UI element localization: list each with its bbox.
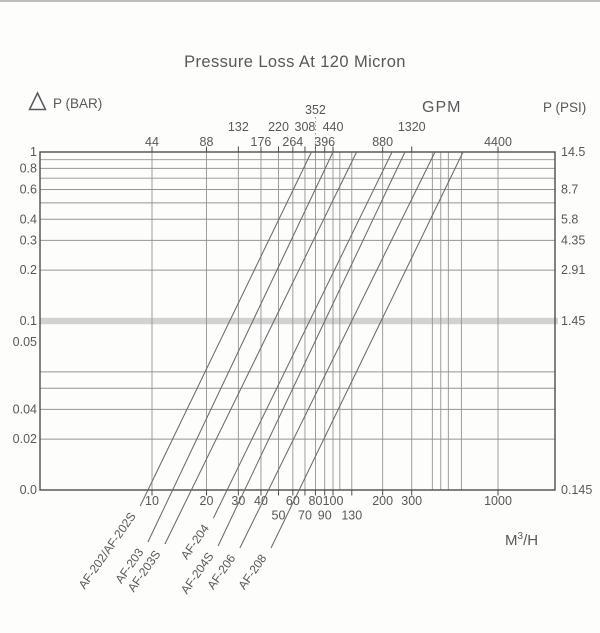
plot-border (39, 151, 556, 491)
psi-tick-label: 8.7 (561, 182, 578, 196)
gpm-tick-label: 308 (295, 120, 316, 134)
bar-tick-label: 0.8 (20, 161, 37, 175)
series-line-af-204 (212, 151, 393, 519)
right-axis-heading: P (PSI) (543, 100, 586, 115)
gpm-tick-label: 220 (268, 120, 289, 134)
psi-tick-label: 2.91 (561, 263, 585, 277)
psi-tick-label: 5.8 (561, 212, 578, 226)
bar-tick-label: 1 (30, 145, 37, 159)
bottom-axis-heading: M3/H (505, 531, 538, 549)
bar-tick-label: 0.4 (20, 212, 37, 226)
bar-tick-label: 0.2 (20, 263, 37, 277)
gpm-tick-label: 352 (305, 103, 326, 117)
bar-tick-label: 0.0 (20, 483, 37, 497)
gpm-tick-label: 440 (323, 120, 344, 134)
series-line-af-202-af-202s (139, 151, 312, 507)
gpm-tick-label: 176 (251, 135, 272, 149)
delta-icon (28, 91, 47, 111)
gpm-tick-label: 880 (372, 135, 393, 149)
psi-tick-label: 1.45 (561, 314, 585, 328)
m3h-tick-label: 90 (318, 509, 332, 523)
m3h-tick-label: 100 (323, 494, 344, 508)
m3h-tick-label: 130 (341, 509, 362, 523)
m3h-tick-label: 300 (401, 494, 422, 508)
psi-tick-label: 14.5 (561, 145, 585, 159)
gpm-tick-label: 4400 (484, 135, 512, 149)
gpm-tick-label: 264 (282, 135, 303, 149)
gpm-tick-label: 132 (228, 120, 249, 134)
series-line-af-204s (217, 151, 406, 547)
series-line-af-203 (147, 151, 334, 543)
m3h-tick-label: 60 (286, 494, 300, 508)
series-line-af-203s (164, 151, 358, 545)
gpm-tick-label: 396 (314, 135, 335, 149)
bar-tick-label: 0.04 (13, 402, 37, 416)
m3h-tick-label: 200 (372, 494, 393, 508)
bar-tick-label: 0.1 (20, 314, 37, 328)
series-label-af-208: AF-208 (235, 551, 269, 592)
m3h-tick-label: 10 (145, 494, 159, 508)
bar-tick-label: 0.3 (20, 233, 37, 247)
m3h-tick-label: 80 (309, 494, 323, 508)
reference-band-0.1bar (40, 317, 558, 325)
series-line-af-208 (270, 151, 464, 549)
bar-tick-label: 0.02 (13, 432, 37, 446)
m3h-tick-label: 20 (200, 494, 214, 508)
psi-tick-label: 0.145 (561, 483, 592, 497)
m3h-tick-label: 1000 (484, 494, 512, 508)
left-axis-heading: P (BAR) (53, 96, 102, 111)
gpm-tick-label: 88 (200, 135, 214, 149)
m3h-tick-label: 70 (298, 509, 312, 523)
m3h-tick-label: 50 (272, 509, 286, 523)
m3h-tick-label: 30 (231, 494, 245, 508)
psi-tick-label: 4.35 (561, 233, 585, 247)
bar-tick-label: 0.6 (20, 182, 37, 196)
chart-title: Pressure Loss At 120 Micron (184, 53, 406, 71)
gpm-tick-label: 44 (145, 135, 159, 149)
top-axis-heading: GPM (422, 99, 461, 116)
gpm-tick-label: 1320 (398, 120, 426, 134)
bar-tick-label: 0.05 (13, 335, 37, 349)
series-line-af-206 (239, 151, 436, 549)
